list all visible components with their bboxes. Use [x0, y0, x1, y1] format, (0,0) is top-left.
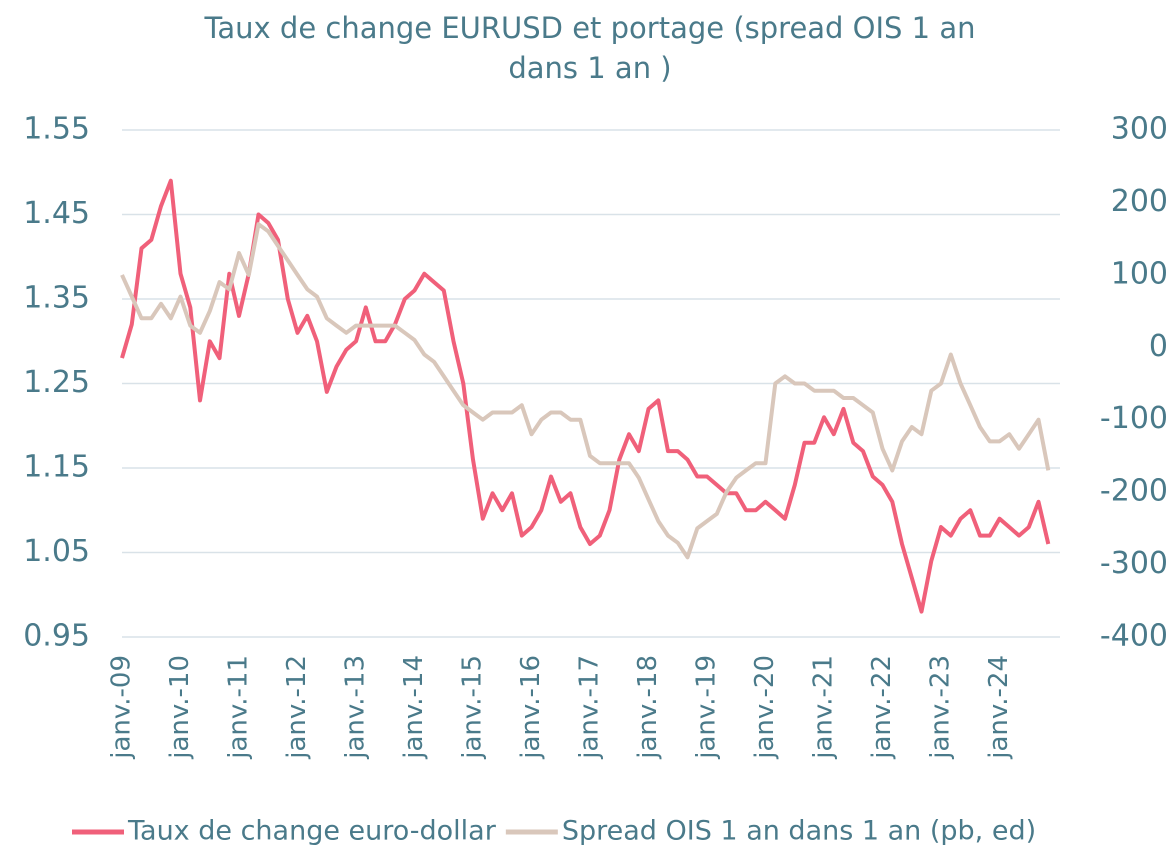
y-tick-label: 1.25	[23, 365, 90, 400]
x-tick-label: janv.-20	[750, 655, 780, 760]
y2-tick-label: -200	[1100, 474, 1168, 509]
x-tick-label: janv.-22	[867, 655, 897, 760]
x-tick-label: janv.-14	[399, 655, 429, 760]
x-tick-label: janv.-13	[341, 655, 371, 760]
x-tick-label: janv.-17	[575, 655, 605, 760]
y2-tick-label: 300	[1111, 112, 1168, 147]
x-tick-label: janv.-24	[984, 655, 1014, 760]
x-tick-label: janv.-15	[458, 655, 488, 760]
x-tick-label: janv.-11	[224, 655, 254, 760]
y-tick-label: 1.55	[23, 112, 90, 147]
y2-tick-label: 200	[1111, 184, 1168, 219]
x-tick-label: janv.-16	[516, 655, 546, 760]
x-tick-label: janv.-10	[165, 655, 195, 760]
x-tick-label: janv.-19	[692, 655, 722, 760]
y-tick-label: 1.35	[23, 281, 90, 316]
y-tick-label: 0.95	[23, 619, 90, 654]
legend-label: Taux de change euro-dollar	[127, 816, 497, 847]
x-tick-label: janv.-23	[926, 655, 956, 760]
y-tick-label: 1.15	[23, 450, 90, 485]
x-tick-label: janv.-21	[809, 655, 839, 760]
y2-tick-label: -300	[1100, 546, 1168, 581]
chart-title: Taux de change EURUSD et portage (spread…	[204, 11, 976, 85]
series-line	[120, 178, 1051, 614]
y-tick-label: 1.45	[23, 196, 90, 231]
y2-tick-label: 100	[1111, 256, 1168, 291]
y2-tick-label: -400	[1100, 619, 1168, 654]
y2-tick-label: 0	[1149, 329, 1168, 364]
y2-tick-label: -100	[1100, 401, 1168, 436]
x-tick-label: janv.-09	[107, 655, 137, 760]
x-tick-label: janv.-12	[282, 655, 312, 760]
x-tick-label: janv.-18	[633, 655, 663, 760]
series-line	[120, 222, 1051, 560]
legend-label: Spread OIS 1 an dans 1 an (pb, ed)	[562, 816, 1036, 847]
y-tick-label: 1.05	[23, 534, 90, 569]
